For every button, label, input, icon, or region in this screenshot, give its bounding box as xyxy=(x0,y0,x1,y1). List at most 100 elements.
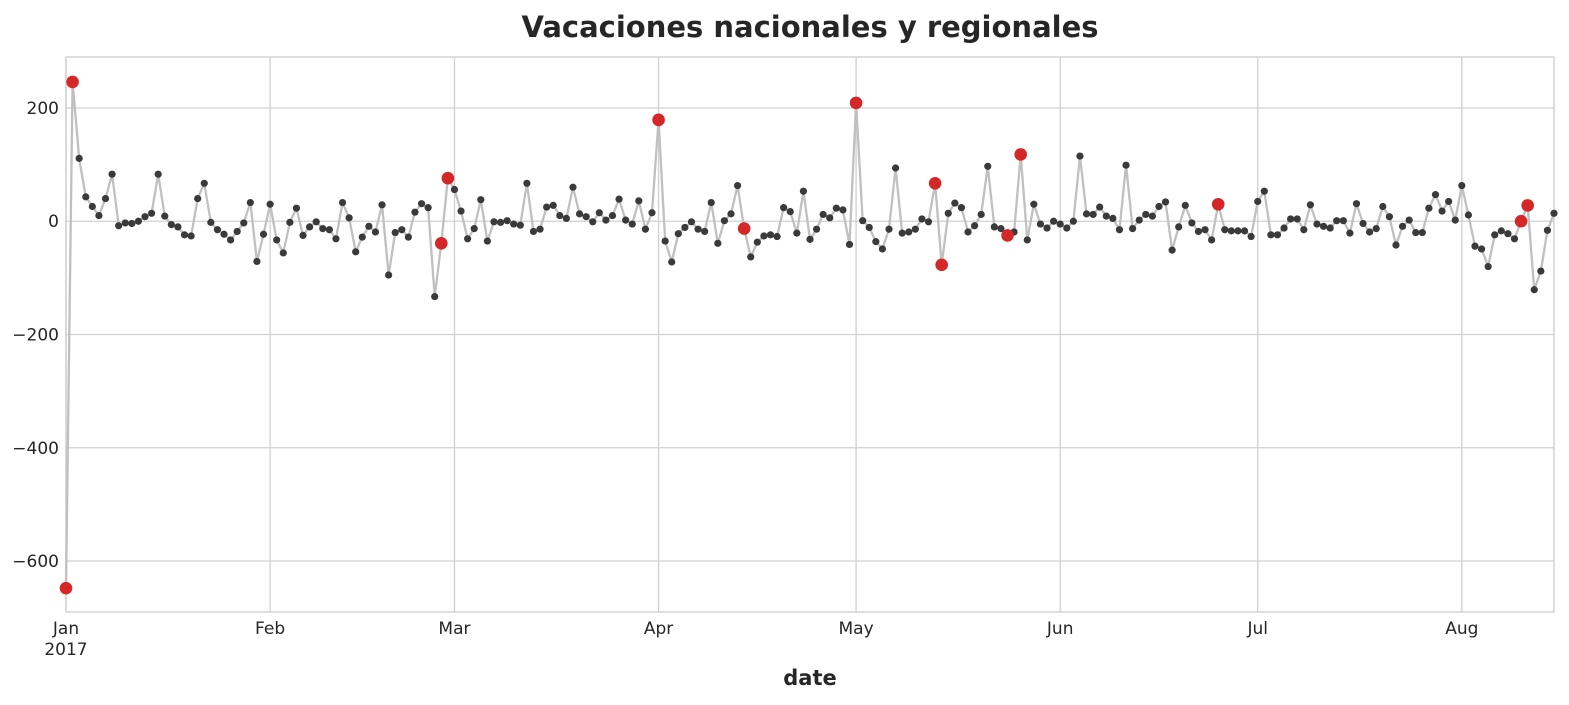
data-point xyxy=(971,222,979,230)
holiday-point xyxy=(928,176,942,190)
holiday-point xyxy=(1001,229,1014,242)
data-point xyxy=(1161,198,1170,206)
data-point xyxy=(75,154,83,162)
data-point xyxy=(424,204,432,212)
data-point xyxy=(312,218,320,226)
y-tick-label: 200 xyxy=(27,99,59,119)
data-point xyxy=(891,164,900,172)
data-point xyxy=(1412,228,1420,237)
data-point xyxy=(365,222,373,230)
data-point xyxy=(516,221,524,229)
data-point xyxy=(1076,152,1084,160)
data-point xyxy=(1188,219,1196,227)
data-point xyxy=(536,225,544,233)
data-point xyxy=(1405,216,1413,224)
x-tick-sublabel: 2017 xyxy=(44,640,87,660)
data-point xyxy=(457,207,465,215)
data-point xyxy=(707,198,715,207)
data-point xyxy=(977,210,985,219)
data-point xyxy=(793,229,801,237)
data-point xyxy=(1063,224,1071,232)
data-point xyxy=(128,219,136,228)
data-point xyxy=(496,218,505,226)
data-point xyxy=(1385,213,1393,221)
holiday-point xyxy=(935,258,948,272)
data-point xyxy=(753,238,761,246)
data-point xyxy=(1484,262,1492,271)
data-point xyxy=(714,239,722,247)
data-point xyxy=(325,226,333,234)
data-point xyxy=(543,203,551,211)
data-point xyxy=(352,248,360,256)
data-point xyxy=(1273,231,1282,239)
data-point xyxy=(431,292,439,301)
data-point xyxy=(253,257,261,266)
data-point xyxy=(299,231,307,239)
data-point xyxy=(1043,224,1051,232)
holiday-point xyxy=(737,222,751,235)
holiday-point xyxy=(1211,197,1225,211)
data-point xyxy=(780,204,788,212)
x-tick-label: Mar xyxy=(438,619,470,639)
data-point xyxy=(674,230,682,238)
holiday-point xyxy=(1514,214,1528,228)
holiday-point xyxy=(849,96,863,110)
data-point xyxy=(661,237,669,245)
data-point xyxy=(984,162,992,170)
data-point xyxy=(582,213,590,221)
data-point xyxy=(259,230,268,238)
data-point xyxy=(503,217,511,225)
data-point xyxy=(1234,227,1242,235)
data-point xyxy=(450,185,459,194)
data-point xyxy=(371,228,380,236)
data-point xyxy=(180,231,189,239)
data-point xyxy=(701,227,709,236)
data-point xyxy=(997,224,1005,233)
holiday-point xyxy=(59,581,73,595)
data-point xyxy=(944,209,952,217)
data-point xyxy=(510,220,518,228)
data-point xyxy=(1491,231,1499,239)
data-point xyxy=(1451,216,1459,224)
data-point xyxy=(1313,220,1321,228)
data-points xyxy=(62,78,1558,592)
data-point xyxy=(628,220,636,228)
data-point xyxy=(1346,229,1354,237)
data-point xyxy=(786,208,794,216)
data-point xyxy=(141,213,149,221)
x-axis-label: date xyxy=(783,666,836,690)
data-point xyxy=(747,253,755,261)
data-point xyxy=(615,195,623,203)
data-point xyxy=(898,229,906,237)
data-point xyxy=(1056,220,1064,228)
data-point xyxy=(1023,236,1031,244)
data-point xyxy=(562,214,570,223)
data-point xyxy=(273,236,281,244)
data-point xyxy=(878,245,887,253)
data-point xyxy=(1398,222,1407,230)
data-point xyxy=(306,223,314,231)
data-point xyxy=(733,181,742,190)
data-point xyxy=(1247,232,1255,241)
data-point xyxy=(385,271,393,279)
holiday-points xyxy=(59,75,1534,595)
data-point xyxy=(1339,217,1347,225)
data-point xyxy=(279,249,287,257)
data-point xyxy=(1201,226,1209,234)
data-point xyxy=(826,214,834,222)
data-point xyxy=(1181,201,1189,209)
data-point xyxy=(345,214,353,222)
data-point xyxy=(1372,224,1380,233)
data-point xyxy=(82,193,90,201)
data-point xyxy=(1148,212,1156,220)
data-point xyxy=(1089,210,1097,219)
data-point xyxy=(1221,226,1229,234)
data-point xyxy=(1464,211,1473,219)
data-point xyxy=(1129,224,1137,233)
holiday-point xyxy=(1521,199,1534,212)
holiday-point xyxy=(434,237,448,250)
data-point xyxy=(529,227,538,236)
data-point xyxy=(832,204,840,212)
holiday-point xyxy=(652,113,665,127)
